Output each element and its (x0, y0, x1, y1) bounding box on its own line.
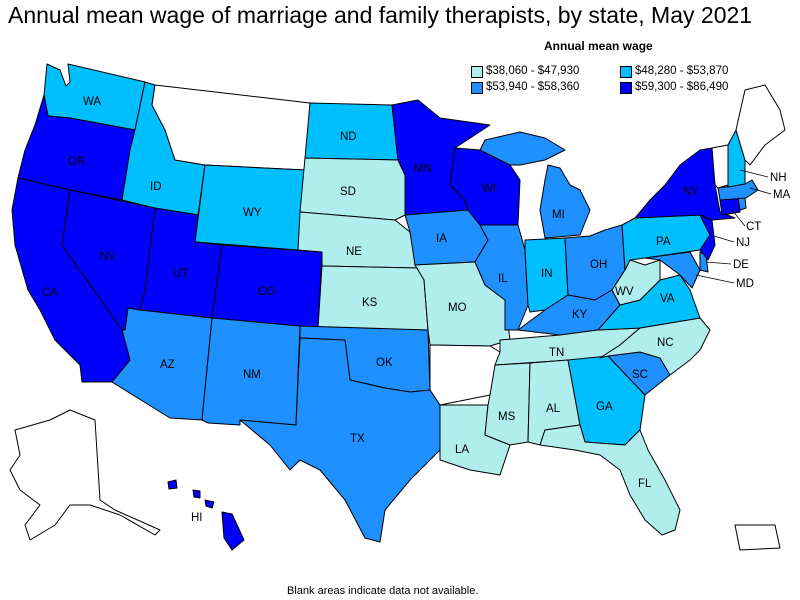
legend-label-4: $59,300 - $86,490 (635, 81, 729, 93)
leader-nh (739, 169, 769, 178)
label-ca: CA (42, 287, 58, 299)
state-ri[interactable] (737, 197, 747, 211)
legend-swatch-2 (620, 66, 632, 78)
label-mn: MN (414, 163, 432, 175)
label-pa: PA (656, 236, 671, 248)
label-id: ID (150, 181, 162, 193)
label-va: VA (660, 293, 675, 305)
legend-label-3: $53,940 - $58,360 (486, 81, 580, 93)
label-az: AZ (160, 359, 175, 371)
state-me[interactable] (735, 84, 786, 166)
state-ak (9, 409, 161, 541)
leader-ct (731, 209, 746, 227)
label-ma: MA (773, 189, 791, 201)
label-hi: HI (191, 512, 203, 524)
label-wa: WA (83, 96, 101, 108)
legend-swatch-1 (471, 66, 483, 78)
label-sc: SC (632, 369, 648, 381)
legend-swatch-3 (471, 82, 483, 94)
state-nc[interactable] (599, 317, 711, 376)
leader-lines (695, 169, 772, 284)
state-labels: WA OR CA NV ID UT AZ WY CO NM ND SD NE K… (42, 96, 791, 524)
map-title: Annual mean wage of marriage and family … (8, 2, 753, 28)
footnote: Blank areas indicate data not available. (287, 585, 479, 597)
label-ia: IA (436, 233, 447, 245)
legend-swatch-4 (620, 82, 632, 94)
label-wi: WI (482, 183, 496, 195)
label-mo: MO (448, 302, 467, 314)
label-ct: CT (746, 221, 761, 233)
label-nj: NJ (736, 237, 750, 249)
state-vt[interactable] (711, 144, 729, 189)
legend-title: Annual mean wage (544, 39, 653, 53)
label-de: DE (733, 259, 749, 271)
state-mi[interactable] (479, 131, 591, 239)
label-ne: NE (346, 246, 362, 258)
label-nd: ND (340, 131, 357, 143)
label-oh: OH (590, 259, 607, 271)
label-nc: NC (657, 337, 674, 349)
label-il: IL (498, 273, 508, 285)
label-nv: NV (100, 251, 116, 263)
leader-ma (749, 187, 772, 195)
label-wy: WY (243, 207, 262, 219)
label-al: AL (546, 403, 561, 415)
state-fl[interactable] (539, 424, 681, 536)
puerto-rico (734, 524, 781, 551)
label-ky: KY (572, 309, 588, 321)
label-ut: UT (173, 268, 188, 280)
label-or: OR (68, 156, 85, 168)
label-in: IN (541, 268, 553, 280)
leader-de (705, 261, 732, 265)
state-nh[interactable] (727, 129, 746, 188)
label-ny: NY (683, 186, 699, 198)
state-ct[interactable] (719, 197, 741, 216)
label-ks: KS (362, 297, 378, 309)
state-md[interactable] (644, 251, 701, 289)
label-md: MD (736, 278, 754, 290)
label-nh: NH (770, 172, 787, 184)
label-sd: SD (340, 186, 356, 198)
legend-label-2: $48,280 - $53,870 (635, 65, 729, 77)
state-hi[interactable] (167, 479, 245, 551)
label-la: LA (455, 444, 469, 456)
label-tx: TX (350, 433, 365, 445)
label-nm: NM (243, 369, 261, 381)
state-tx[interactable] (239, 337, 441, 543)
state-mt[interactable] (151, 84, 311, 171)
state-il[interactable] (474, 224, 529, 331)
leader-md (695, 274, 735, 284)
leader-nj (713, 235, 735, 243)
label-ms: MS (498, 411, 516, 423)
legend-label-1: $38,060 - $47,930 (486, 65, 580, 77)
label-co: CO (258, 286, 275, 298)
label-mi: MI (552, 209, 565, 221)
label-ga: GA (596, 401, 613, 413)
label-ok: OK (376, 357, 393, 369)
label-tn: TN (549, 347, 564, 359)
label-fl: FL (638, 478, 652, 490)
label-wv: WV (615, 286, 634, 298)
